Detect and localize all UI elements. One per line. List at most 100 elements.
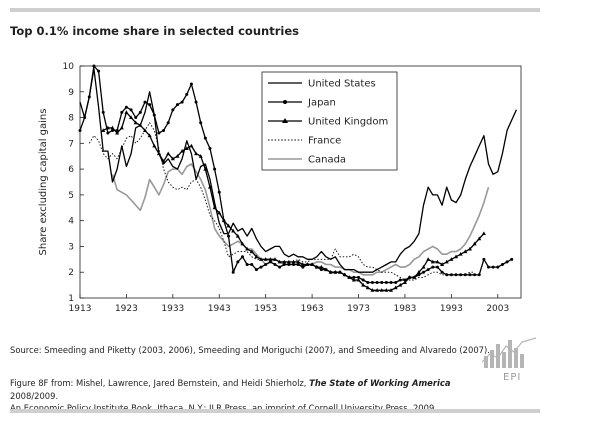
data-point [134, 116, 138, 120]
legend: United States Japan United Kingdom France Ca… [261, 71, 398, 171]
data-point [282, 259, 287, 264]
data-point [352, 275, 356, 279]
data-point [333, 270, 337, 274]
data-point [426, 268, 430, 272]
data-point [162, 128, 166, 132]
data-point [421, 264, 426, 269]
data-point [366, 281, 370, 285]
data-point [375, 281, 379, 285]
data-point [440, 270, 444, 274]
data-point [398, 282, 403, 287]
data-point [264, 262, 268, 266]
data-point [133, 120, 138, 125]
data-point [444, 259, 449, 264]
data-point [78, 128, 82, 132]
data-point [259, 257, 264, 261]
data-point [324, 268, 328, 272]
caption-prefix: Figure 8F from: Mishel, Lawrence, Jared … [10, 378, 310, 388]
data-point [171, 108, 175, 112]
y-tick-label: 7 [68, 139, 74, 149]
data-point [106, 131, 110, 135]
data-point [454, 254, 459, 259]
data-point [329, 270, 333, 274]
data-point [147, 133, 152, 138]
data-point [92, 64, 96, 68]
data-point [300, 262, 305, 266]
y-tick-label: 2 [68, 268, 74, 278]
data-point [166, 151, 171, 156]
legend-label-canada: Canada [308, 155, 346, 166]
data-point [129, 108, 133, 112]
data-point [296, 262, 300, 266]
data-point [291, 259, 296, 264]
data-point [170, 156, 175, 161]
data-point [110, 125, 115, 130]
data-point [408, 275, 412, 279]
data-point [119, 125, 124, 130]
data-point [412, 275, 416, 279]
chart: 1 2 3 4 5 6 7 8 9 10 1913 1923 1933 1943 1953 1963 1973… [38, 62, 522, 314]
x-tick-label: 2003 [486, 304, 509, 314]
data-point [389, 281, 393, 285]
data-point [393, 285, 398, 290]
data-point [459, 273, 463, 277]
series-line-japan [79, 65, 513, 284]
data-point [384, 281, 388, 285]
y-axis: 1 2 3 4 5 6 7 8 9 10 [63, 62, 84, 304]
data-point [277, 259, 282, 264]
data-point [282, 262, 286, 266]
data-point [458, 251, 463, 256]
data-point [124, 105, 128, 109]
data-point [375, 288, 380, 292]
source-note: Source: Smeeding and Piketty (2003, 2006… [10, 345, 490, 355]
data-point [194, 100, 198, 104]
data-point [101, 128, 106, 132]
data-point [500, 262, 504, 266]
data-point [199, 121, 203, 125]
data-point [319, 268, 323, 272]
data-point [268, 257, 273, 261]
chart-title: Top 0.1% income share in selected countr… [10, 24, 299, 38]
data-point [254, 268, 258, 272]
epi-logo-icon [481, 337, 537, 368]
data-point [175, 154, 180, 158]
y-tick-label: 5 [68, 191, 74, 201]
y-tick-label: 4 [68, 217, 74, 227]
data-point [454, 273, 458, 277]
epi-logo-text: EPI [503, 372, 522, 383]
caption-book-title: The State of Working America [309, 378, 451, 388]
series-line-united-states [79, 67, 517, 273]
data-point [430, 259, 435, 264]
data-point [180, 100, 184, 104]
data-point [505, 260, 509, 264]
data-point [240, 255, 244, 259]
legend-marker [283, 100, 287, 104]
data-point [394, 281, 398, 285]
data-point [403, 278, 407, 282]
x-tick-label: 1913 [69, 304, 92, 314]
data-point [510, 257, 514, 261]
data-point [463, 249, 468, 254]
data-point [175, 103, 179, 107]
data-point [402, 280, 407, 285]
data-point [207, 184, 212, 189]
plot-area [79, 65, 522, 299]
data-point [365, 285, 370, 290]
y-axis-label: Share excluding capital gains [38, 109, 49, 256]
data-point [361, 278, 365, 282]
data-point [468, 273, 472, 277]
data-point [389, 288, 394, 292]
data-point [417, 273, 421, 277]
data-point [481, 231, 486, 236]
data-point [347, 275, 351, 279]
legend-marker [282, 118, 288, 123]
x-tick-label: 1953 [254, 304, 277, 314]
x-tick-label: 1943 [208, 304, 231, 314]
data-point [319, 264, 324, 269]
data-point [440, 262, 445, 266]
data-point [416, 270, 421, 274]
data-point [166, 121, 170, 125]
data-point [380, 281, 384, 285]
data-point [227, 234, 231, 238]
data-point [435, 265, 439, 269]
